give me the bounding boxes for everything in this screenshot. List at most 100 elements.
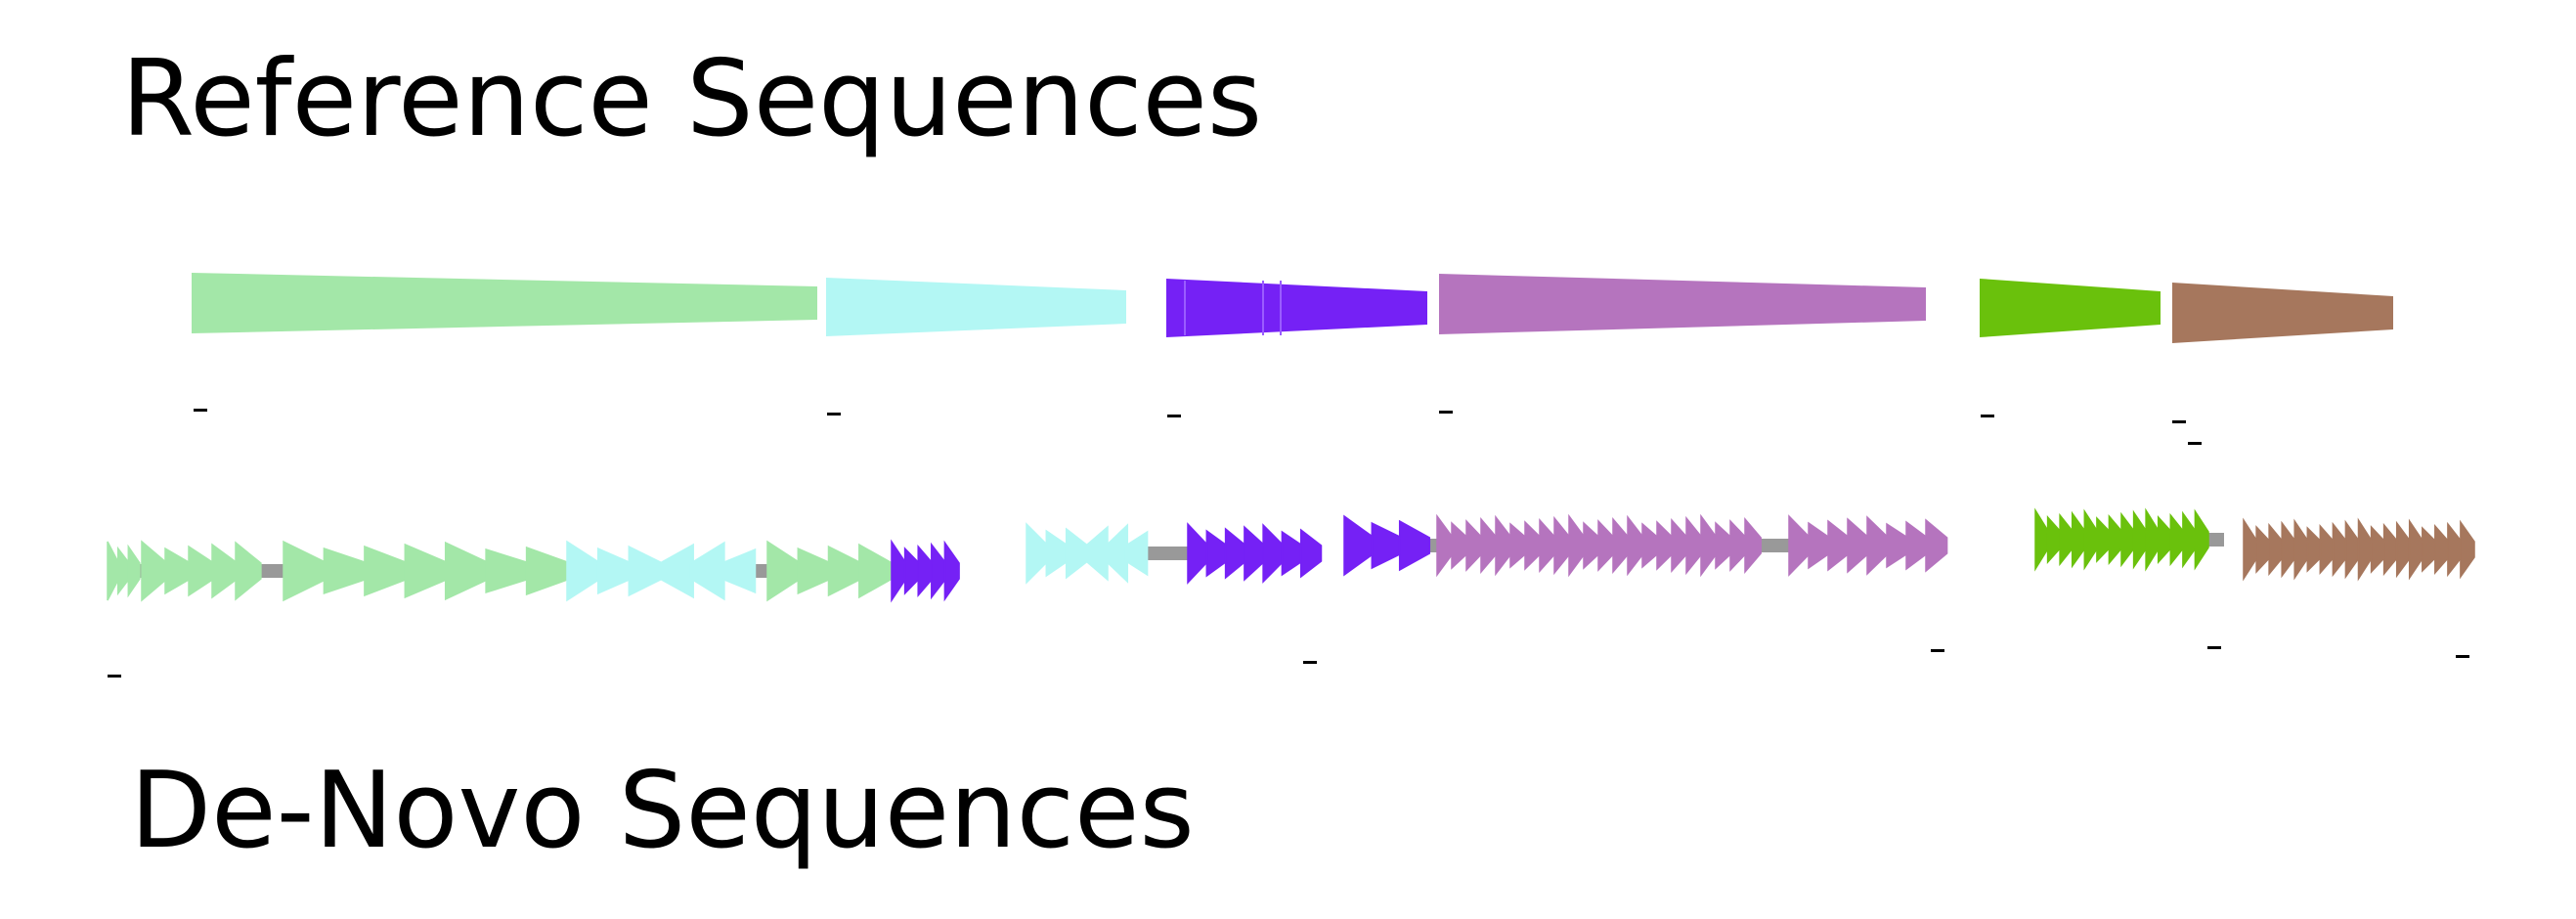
de-novo-feature-arrow (485, 547, 531, 594)
de-novo-feature-arrow (596, 547, 633, 595)
de-novo-feature-arrow (1205, 529, 1228, 578)
de-novo-feature-arrow (1553, 515, 1571, 576)
de-novo-feature-arrow (1281, 530, 1304, 577)
de-novo-feature-arrow (2194, 508, 2209, 571)
de-novo-feature-arrow (2370, 525, 2386, 574)
de-novo-feature-arrow (211, 543, 239, 599)
reference-block-orchid (1439, 274, 1926, 334)
de-novo-feature-arrow (2382, 522, 2399, 577)
de-novo-feature-arrow (1224, 527, 1247, 580)
de-novo-feature-arrow (1641, 522, 1659, 569)
de-novo-feature-arrow (1026, 522, 1049, 585)
de-novo-feature-arrow (107, 541, 120, 601)
de-novo-feature-arrow (2145, 507, 2161, 572)
de-novo-feature-arrow (2157, 515, 2173, 564)
de-novo-contig-4 (2034, 507, 2224, 649)
reference-block-green (1980, 279, 2161, 337)
de-novo-feature-arrow (1808, 521, 1831, 570)
de-novo-contig-5 (2243, 517, 2475, 658)
de-novo-feature-arrow (1299, 528, 1323, 579)
de-novo-feature-arrow (903, 547, 921, 595)
de-novo-feature-arrow (1509, 522, 1527, 569)
de-novo-feature-arrow (2108, 513, 2123, 566)
de-novo-feature-arrow (1671, 518, 1688, 573)
de-novo-tick-contig-4 (2207, 646, 2221, 649)
reference-sequences-title: Reference Sequences (121, 38, 1263, 160)
reference-tick-violet (1167, 415, 1181, 417)
de-novo-feature-arrow (235, 541, 262, 601)
reference-tick-brown-secondary (2188, 442, 2202, 445)
de-novo-feature-arrow (444, 541, 491, 601)
de-novo-feature-arrow (827, 545, 863, 597)
de-novo-feature-arrow (116, 546, 130, 596)
reference-tick-brown (2172, 420, 2186, 423)
reference-tick-green (1981, 415, 1994, 417)
de-novo-feature-arrow (1744, 516, 1762, 575)
de-novo-feature-arrow (2268, 522, 2284, 577)
reference-block-cyan (826, 278, 1126, 336)
de-novo-feature-arrow (2034, 507, 2050, 572)
reference-block-brown (2172, 283, 2393, 343)
de-novo-feature-arrow (2071, 510, 2087, 569)
de-novo-feature-arrow (766, 540, 802, 602)
de-novo-contig-2 (1026, 522, 1323, 664)
de-novo-feature-arrow (689, 541, 725, 601)
de-novo-feature-arrow (188, 545, 215, 597)
de-novo-feature-arrow (2447, 521, 2463, 578)
de-novo-tick-contig-2 (1303, 661, 1317, 664)
de-novo-feature-arrow (1539, 518, 1556, 573)
de-novo-feature-arrow (2096, 516, 2112, 563)
de-novo-feature-arrow (1436, 513, 1454, 578)
de-novo-feature-arrow (2319, 524, 2336, 575)
de-novo-feature-arrow (1495, 514, 1512, 577)
de-novo-feature-arrow (2460, 519, 2475, 580)
de-novo-feature-arrow (1085, 525, 1109, 582)
de-novo-feature-arrow (943, 540, 960, 602)
de-novo-feature-arrow (164, 547, 192, 595)
de-novo-feature-arrow (1124, 530, 1149, 577)
de-novo-feature-arrow (659, 543, 694, 599)
de-novo-feature-arrow (797, 547, 832, 595)
de-novo-tick-contig-1 (108, 675, 121, 678)
de-novo-feature-arrow (323, 547, 369, 595)
de-novo-feature-arrow (1627, 514, 1644, 577)
de-novo-feature-arrow (525, 546, 572, 596)
de-novo-feature-arrow (1685, 515, 1703, 576)
de-novo-feature-arrow (1343, 514, 1375, 577)
de-novo-feature-arrow (2306, 526, 2323, 573)
de-novo-feature-arrow (2434, 524, 2450, 575)
de-novo-feature-arrow (1244, 525, 1266, 582)
de-novo-tick-contig-5 (2456, 655, 2469, 658)
de-novo-feature-arrow (1524, 520, 1542, 571)
de-novo-feature-arrow (2422, 526, 2437, 573)
de-novo-feature-arrow (720, 547, 757, 594)
de-novo-feature-arrow (931, 542, 947, 600)
de-novo-feature-arrow (2059, 512, 2074, 567)
de-novo-feature-arrow (1729, 519, 1747, 572)
de-novo-feature-arrow (1656, 520, 1674, 571)
de-novo-feature-arrow (364, 545, 410, 597)
de-novo-feature-arrow (1105, 523, 1129, 584)
de-novo-tick-contig-3 (1931, 649, 1944, 652)
de-novo-sequences-title: De-Novo Sequences (130, 750, 1195, 872)
de-novo-track (107, 507, 2475, 678)
de-novo-feature-arrow (127, 544, 141, 598)
de-novo-feature-arrow (1700, 513, 1718, 578)
de-novo-feature-arrow (1480, 516, 1498, 575)
de-novo-feature-arrow (2169, 512, 2185, 567)
de-novo-feature-arrow (1187, 522, 1209, 585)
de-novo-feature-arrow (2344, 519, 2361, 580)
de-novo-feature-arrow (1398, 519, 1431, 572)
de-novo-contig-1 (107, 539, 960, 678)
de-novo-feature-arrow (2083, 508, 2099, 571)
de-novo-feature-arrow (2182, 510, 2198, 569)
de-novo-feature-arrow (2281, 520, 2297, 579)
reference-block-green-light (192, 273, 817, 333)
de-novo-feature-arrow (566, 540, 601, 602)
de-novo-feature-arrow (1788, 514, 1812, 577)
de-novo-feature-arrow (2120, 511, 2136, 568)
de-novo-feature-arrow (1827, 519, 1851, 572)
de-novo-feature-arrow (628, 545, 664, 597)
de-novo-feature-arrow (2293, 518, 2310, 581)
